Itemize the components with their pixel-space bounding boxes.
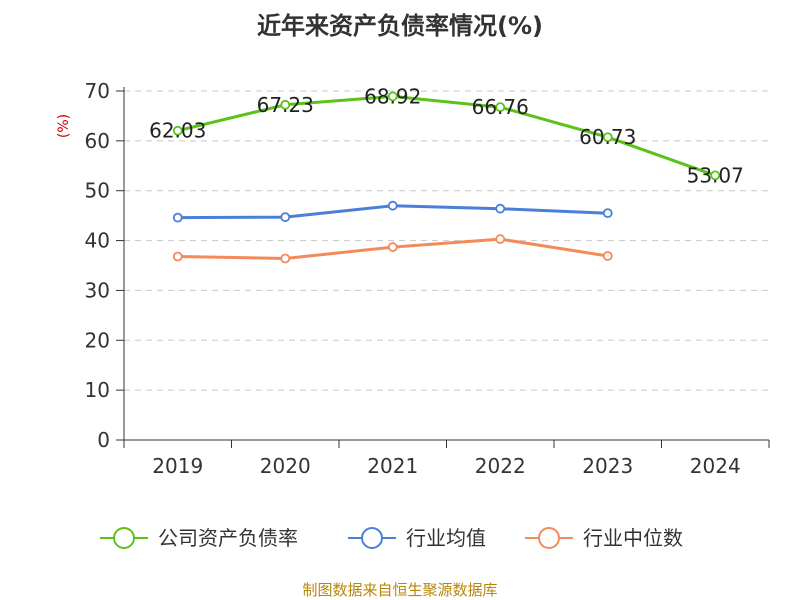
data-point xyxy=(495,203,506,214)
x-tick-label: 2022 xyxy=(475,454,526,478)
y-tick-label: 30 xyxy=(85,278,110,302)
series-line xyxy=(176,94,717,177)
data-point xyxy=(172,251,183,262)
data-label: 66.76 xyxy=(472,95,529,119)
data-point xyxy=(280,212,291,223)
data-point xyxy=(280,99,291,110)
legend-label: 行业中位数 xyxy=(583,526,683,550)
y-tick-label: 50 xyxy=(85,179,110,203)
legend-label: 行业均值 xyxy=(406,526,486,550)
data-point xyxy=(387,91,398,102)
series-lines xyxy=(172,91,721,264)
y-tick-label: 0 xyxy=(97,428,110,452)
legend-label: 公司资产负债率 xyxy=(158,526,298,550)
data-point xyxy=(602,251,613,261)
data-point xyxy=(387,242,398,252)
legend-marker-icon xyxy=(361,527,383,549)
data-point xyxy=(387,200,398,211)
y-tick-label: 40 xyxy=(85,229,110,253)
data-label: 62.03 xyxy=(149,119,206,143)
y-axis-label: (%) xyxy=(56,114,72,138)
y-tick-label: 70 xyxy=(85,79,110,103)
y-tick-label: 10 xyxy=(85,378,110,402)
x-tick-label: 2024 xyxy=(690,454,741,478)
axes: 0 10 20 30 40 50 60 70 2019 2020 2021 2022 2023 2024 xyxy=(85,79,770,478)
legend-item: 行业均值 xyxy=(348,526,486,550)
legend-item: 行业中位数 xyxy=(525,526,683,550)
data-point xyxy=(280,253,291,264)
data-label: 60.73 xyxy=(579,125,636,149)
legend-marker-icon xyxy=(113,527,135,549)
data-label: 68.92 xyxy=(364,84,421,108)
data-point xyxy=(172,125,183,136)
data-label: 67.23 xyxy=(257,93,314,117)
x-tick-label: 2021 xyxy=(367,454,418,478)
data-point xyxy=(710,170,721,181)
y-tick-label: 20 xyxy=(85,328,110,352)
y-tick-label: 60 xyxy=(85,129,110,153)
data-point xyxy=(495,234,506,244)
chart-title: 近年来资产负债率情况(%) xyxy=(257,12,543,40)
source-note: 制图数据来自恒生聚源数据库 xyxy=(302,581,497,599)
data-point xyxy=(495,102,506,113)
data-point xyxy=(602,208,613,219)
x-tick-label: 2019 xyxy=(152,454,203,478)
data-point xyxy=(172,212,183,223)
legend-marker-icon xyxy=(538,527,560,549)
x-tick-label: 2023 xyxy=(582,454,633,478)
legend: 公司资产负债率 行业均值 行业中位数 xyxy=(100,526,683,550)
data-labels: 62.03 67.23 68.92 66.76 60.73 53.07 xyxy=(149,84,744,187)
gridlines xyxy=(124,90,769,391)
data-label: 53.07 xyxy=(687,163,744,187)
legend-item: 公司资产负债率 xyxy=(100,526,298,550)
x-tick-label: 2020 xyxy=(260,454,311,478)
data-point xyxy=(602,132,613,143)
